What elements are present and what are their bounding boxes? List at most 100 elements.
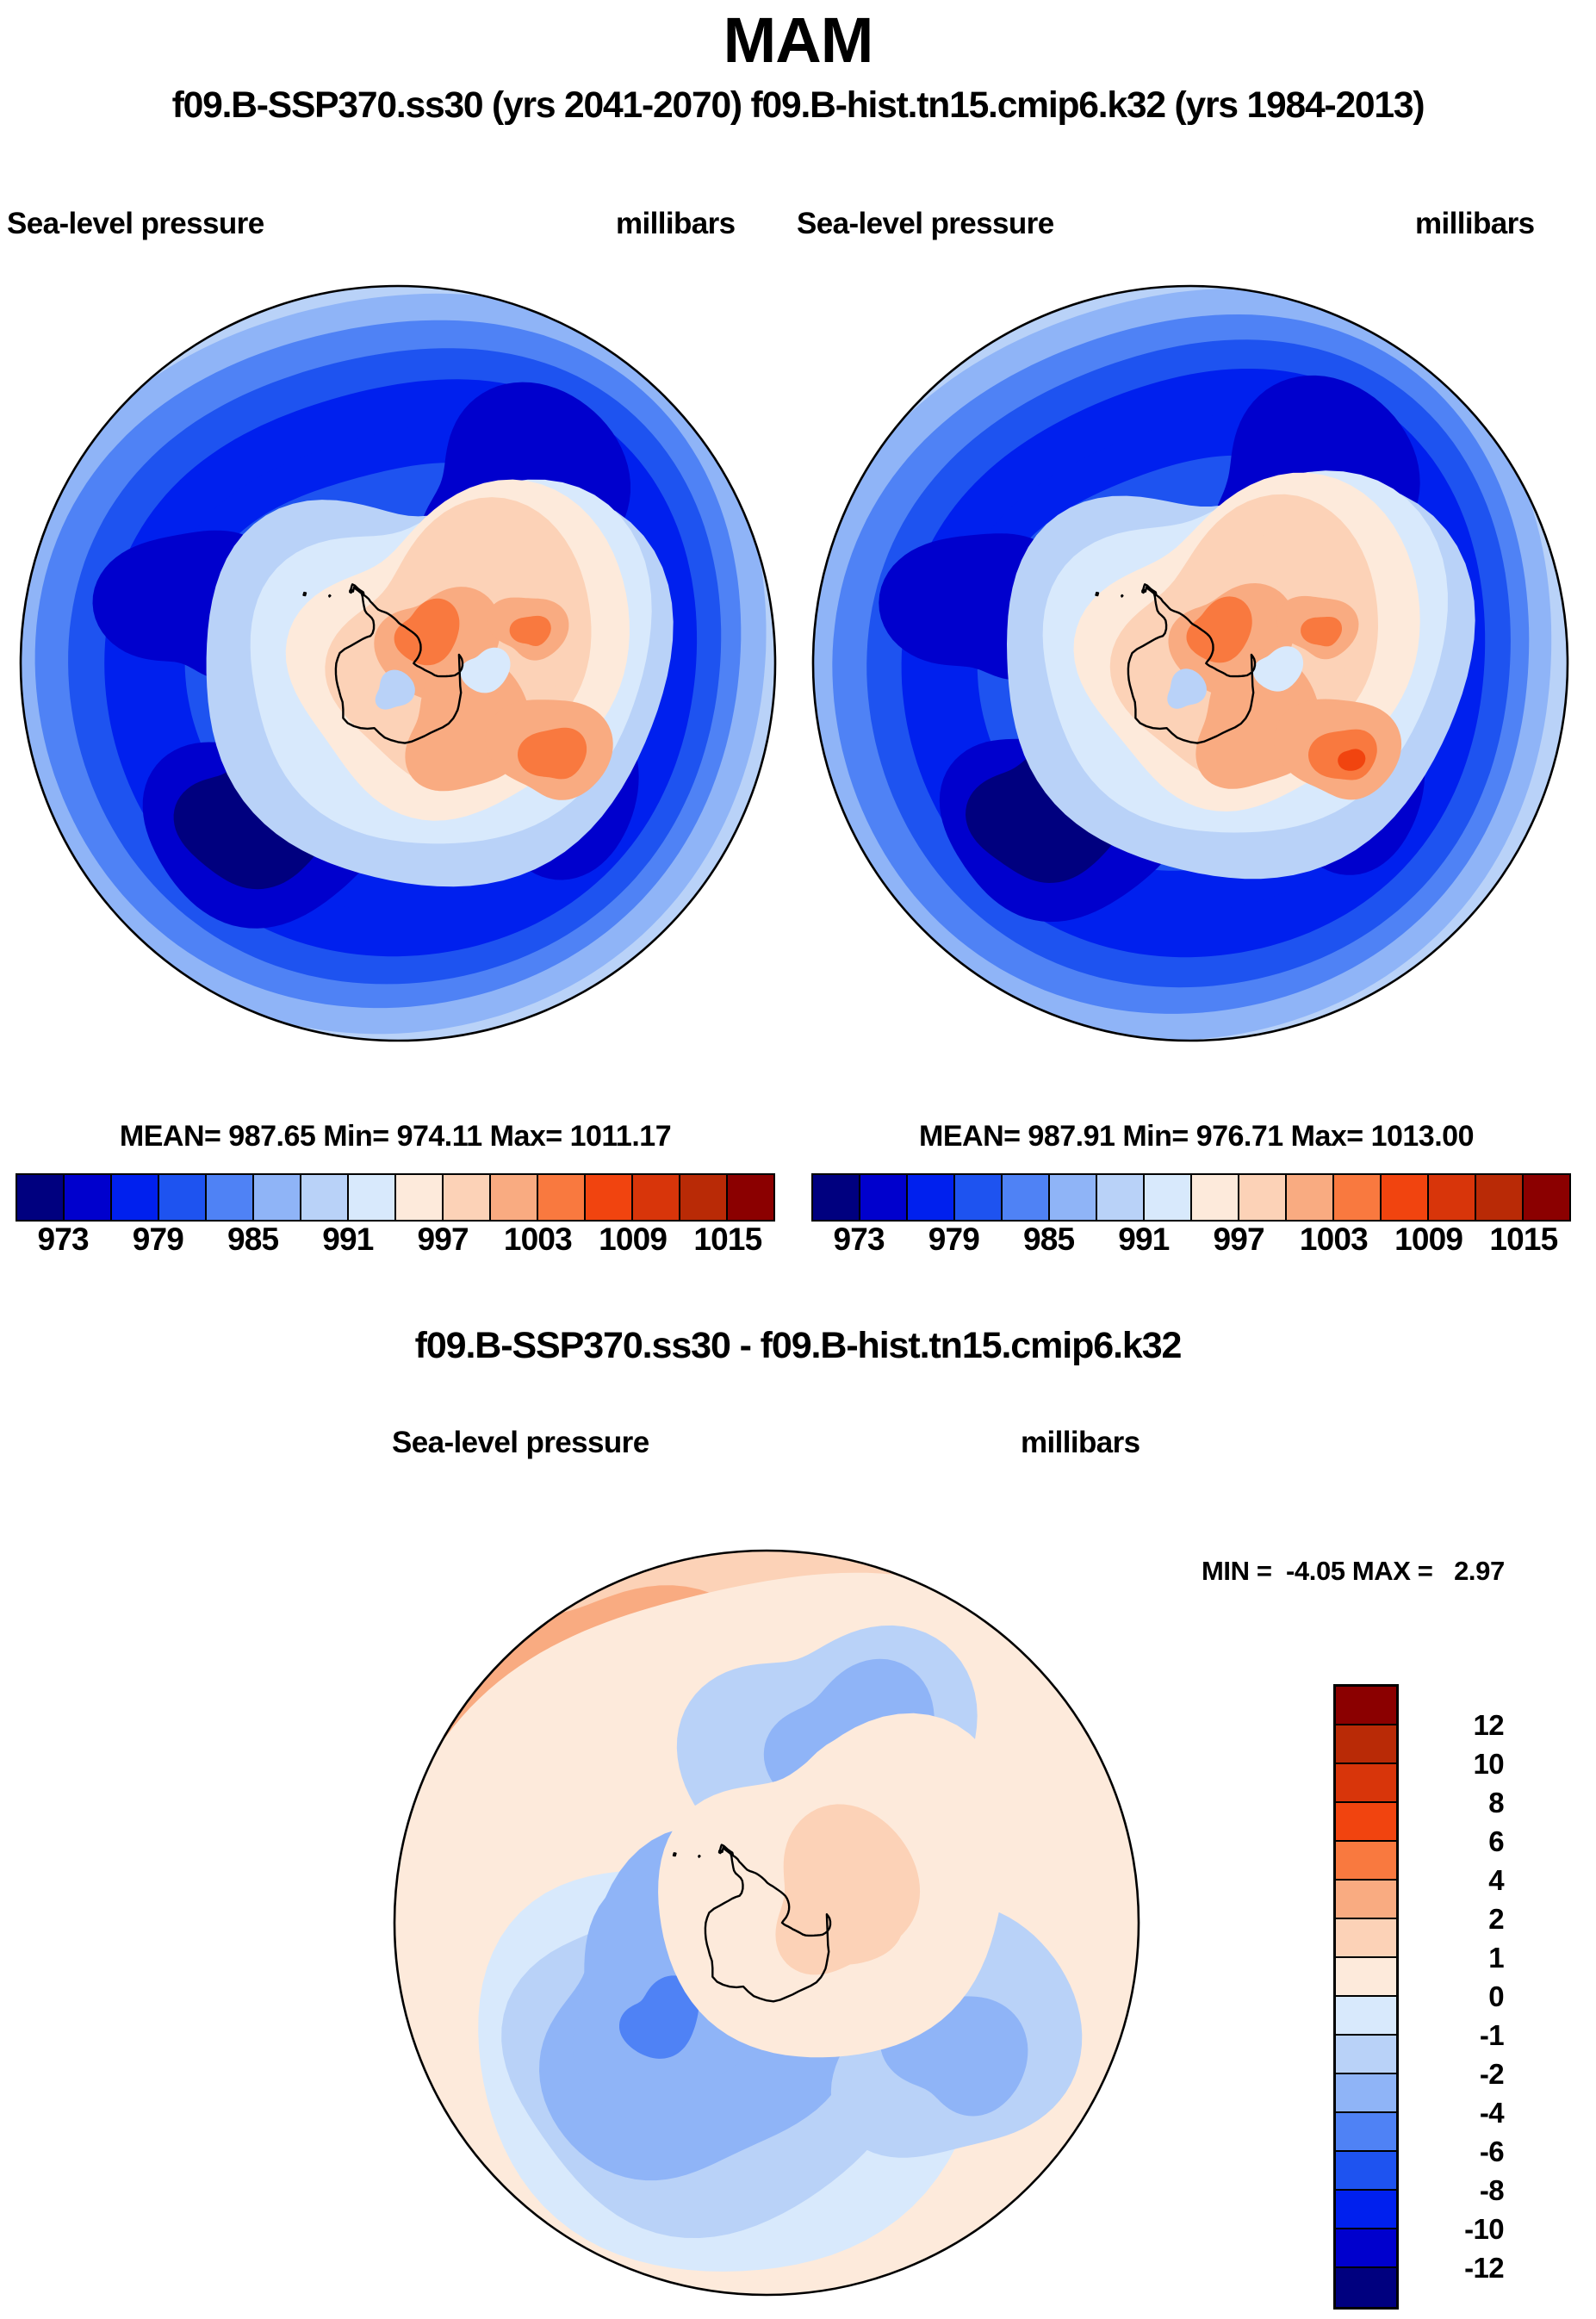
colorbar-cell xyxy=(1429,1175,1476,1220)
colorbar-cell xyxy=(207,1175,254,1220)
contour-band xyxy=(394,598,460,666)
colorbar-tick-label: 4 xyxy=(1488,1864,1504,1896)
colorbar-cell xyxy=(1336,1997,1396,2036)
colorbar-cell xyxy=(1097,1175,1145,1220)
coastline xyxy=(349,588,353,594)
colorbar-strip xyxy=(811,1173,1571,1222)
coastline xyxy=(1121,594,1124,598)
coastline xyxy=(1141,588,1146,594)
colorbar-strip xyxy=(1333,1684,1399,2310)
page-title: MAM xyxy=(723,4,874,76)
colorbar-tick-label: -1 xyxy=(1479,2019,1505,2051)
colorbar-cell xyxy=(1524,1175,1569,1220)
map-limb xyxy=(811,284,1569,1042)
contour-band xyxy=(441,532,485,582)
colorbar-cell xyxy=(1336,1919,1396,1958)
colorbar-tick-label: 2 xyxy=(1488,1903,1504,1935)
colorbar-cell xyxy=(1382,1175,1429,1220)
colorbar-cell xyxy=(444,1175,491,1220)
colorbar-cell xyxy=(1336,2113,1396,2152)
colorbar-left[interactable]: 973 979 985 991 997 1003 1009 1015 xyxy=(16,1173,775,1263)
colorbar-cell xyxy=(908,1175,955,1220)
colorbar-tick-label: -4 xyxy=(1479,2097,1505,2129)
colorbar-tick-label: 1009 xyxy=(599,1222,668,1257)
left-panel-variable-label: Sea-level pressure xyxy=(7,207,264,240)
left-panel-units-label: millibars xyxy=(616,207,736,240)
colorbar-tick-label: 979 xyxy=(132,1222,184,1257)
colorbar-tick-label: -8 xyxy=(1479,2174,1505,2206)
colorbar-cell xyxy=(65,1175,112,1220)
colorbar-cell xyxy=(538,1175,586,1220)
colorbar-cell xyxy=(680,1175,728,1220)
contour-band xyxy=(792,1853,847,1901)
colorbar-cell xyxy=(1336,1842,1396,1881)
colorbar-cell xyxy=(301,1175,349,1220)
colorbar-tick-label: 979 xyxy=(928,1222,980,1257)
colorbar-cell xyxy=(955,1175,1003,1220)
colorbar-cell xyxy=(1336,1881,1396,1919)
colorbar-tick-label: 1015 xyxy=(1489,1222,1558,1257)
colorbar-tick-labels: 973 979 985 991 997 1003 1009 1015 xyxy=(811,1222,1571,1263)
colorbar-tick-labels: 973 979 985 991 997 1003 1009 1015 xyxy=(16,1222,775,1263)
contour-band xyxy=(1270,538,1326,592)
coastline xyxy=(1127,583,1257,744)
colorbar-cell xyxy=(17,1175,65,1220)
left-panel-stats: MEAN= 987.65 Min= 974.11 Max= 1011.17 xyxy=(119,1120,672,1153)
contour-band xyxy=(619,1975,699,2059)
colorbar-cell xyxy=(728,1175,773,1220)
colorbar-tick-label: 8 xyxy=(1488,1787,1504,1819)
colorbar-tick-label: 1009 xyxy=(1394,1222,1463,1257)
colorbar-tick-label: 997 xyxy=(417,1222,469,1257)
contour-band xyxy=(460,647,511,693)
colorbar-cell xyxy=(1050,1175,1097,1220)
colorbar-tick-label: 1003 xyxy=(503,1222,573,1257)
colorbar-strip xyxy=(16,1173,775,1222)
colorbar-tick-label: 973 xyxy=(833,1222,885,1257)
colorbar-tick-label: 12 xyxy=(1473,1709,1504,1741)
colorbar-cell xyxy=(1192,1175,1239,1220)
contour-band xyxy=(1186,596,1252,663)
map-right-historical[interactable] xyxy=(803,274,1578,1049)
contour-band xyxy=(1301,617,1342,647)
contour-band xyxy=(509,615,551,646)
colorbar-tick-label: 1 xyxy=(1488,1942,1504,1974)
colorbar-cell xyxy=(1003,1175,1050,1220)
colorbar-tick-label: 973 xyxy=(37,1222,89,1257)
colorbar-cell xyxy=(1336,1725,1396,1764)
colorbar-right[interactable]: 973 979 985 991 997 1003 1009 1015 xyxy=(811,1173,1571,1263)
diff-panel-units-label: millibars xyxy=(1021,1426,1140,1459)
map-left-ssp370[interactable] xyxy=(10,274,786,1049)
colorbar-tick-label: -6 xyxy=(1479,2136,1505,2167)
colorbar-cell xyxy=(1336,1958,1396,1997)
colorbar-tick-label: 1015 xyxy=(693,1222,762,1257)
diff-panel-title: f09.B-SSP370.ss30 - f09.B-hist.tn15.cmip… xyxy=(414,1325,1183,1366)
coastline xyxy=(717,1849,723,1855)
right-panel-units-label: millibars xyxy=(1415,207,1535,240)
map-svg xyxy=(19,284,777,1042)
contour-band xyxy=(375,669,415,710)
coastline xyxy=(698,1854,701,1858)
colorbar-tick-label: -10 xyxy=(1464,2213,1505,2245)
colorbar-cell xyxy=(1336,2074,1396,2113)
colorbar-difference[interactable]: 12 10 8 6 4 2 1 0 -1 -2 -4 -6 -8 -10 -12 xyxy=(1331,1684,1589,2313)
contour-band xyxy=(476,540,534,594)
contour-band xyxy=(1338,749,1366,771)
colorbar-cell xyxy=(349,1175,396,1220)
colorbar-cell xyxy=(1476,1175,1524,1220)
coastline xyxy=(328,594,332,598)
colorbar-tick-label: 6 xyxy=(1488,1825,1504,1857)
colorbar-tick-label: -2 xyxy=(1479,2058,1505,2090)
coastline xyxy=(1095,591,1100,597)
page-subtitle: f09.B-SSP370.ss30 (yrs 2041-2070) f09.B-… xyxy=(171,84,1425,126)
colorbar-tick-label: 1003 xyxy=(1299,1222,1369,1257)
coastline xyxy=(704,1843,832,2003)
colorbar-cell xyxy=(813,1175,860,1220)
map-difference[interactable] xyxy=(379,1535,1154,2310)
map-limb xyxy=(393,1549,1140,2297)
colorbar-cell xyxy=(1336,1764,1396,1803)
map-limb xyxy=(19,284,777,1042)
coastline xyxy=(334,583,464,744)
colorbar-tick-label: 991 xyxy=(322,1222,374,1257)
colorbar-cell xyxy=(254,1175,301,1220)
coastline xyxy=(672,1852,677,1857)
